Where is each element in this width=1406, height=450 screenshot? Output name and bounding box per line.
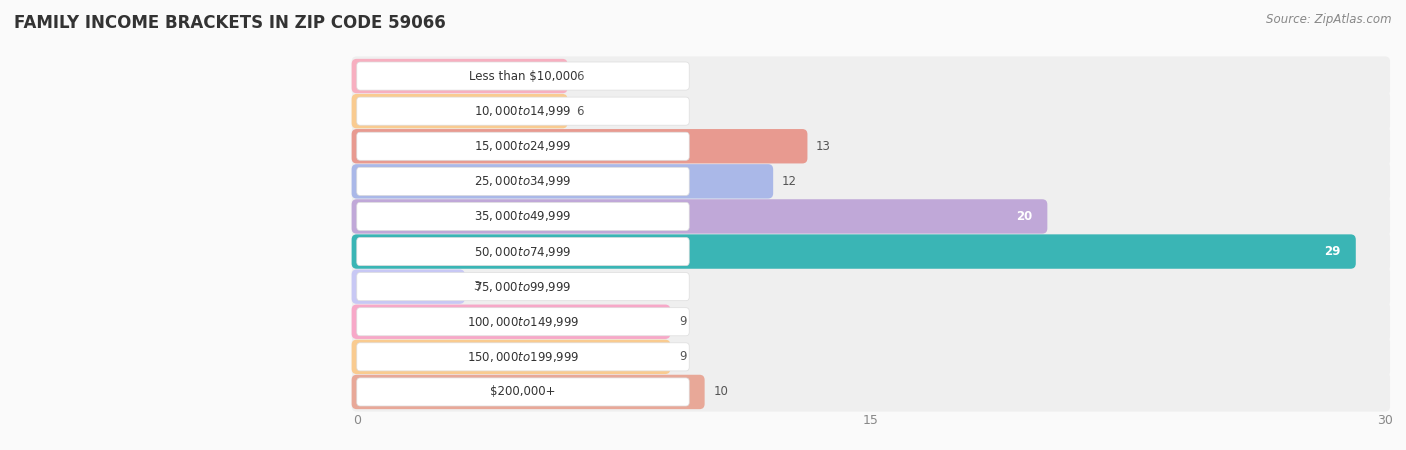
Text: $150,000 to $199,999: $150,000 to $199,999 [467, 350, 579, 364]
Text: Source: ZipAtlas.com: Source: ZipAtlas.com [1267, 14, 1392, 27]
Text: $10,000 to $14,999: $10,000 to $14,999 [474, 104, 572, 118]
FancyBboxPatch shape [352, 305, 671, 339]
FancyBboxPatch shape [352, 302, 1391, 342]
FancyBboxPatch shape [352, 94, 568, 128]
FancyBboxPatch shape [357, 132, 689, 160]
Text: 29: 29 [1324, 245, 1340, 258]
FancyBboxPatch shape [352, 56, 1391, 96]
Text: 3: 3 [474, 280, 481, 293]
Text: 12: 12 [782, 175, 797, 188]
FancyBboxPatch shape [357, 308, 689, 336]
FancyBboxPatch shape [357, 62, 689, 90]
Text: $75,000 to $99,999: $75,000 to $99,999 [474, 279, 572, 294]
Text: 20: 20 [1015, 210, 1032, 223]
FancyBboxPatch shape [352, 91, 1391, 131]
FancyBboxPatch shape [352, 199, 1047, 234]
FancyBboxPatch shape [352, 162, 1391, 201]
Text: 13: 13 [815, 140, 831, 153]
Text: $100,000 to $149,999: $100,000 to $149,999 [467, 315, 579, 329]
FancyBboxPatch shape [352, 126, 1391, 166]
FancyBboxPatch shape [352, 267, 1391, 306]
FancyBboxPatch shape [352, 340, 671, 374]
Text: 9: 9 [679, 315, 686, 328]
FancyBboxPatch shape [357, 202, 689, 230]
FancyBboxPatch shape [352, 232, 1391, 271]
Text: FAMILY INCOME BRACKETS IN ZIP CODE 59066: FAMILY INCOME BRACKETS IN ZIP CODE 59066 [14, 14, 446, 32]
FancyBboxPatch shape [357, 343, 689, 371]
Text: 9: 9 [679, 351, 686, 363]
Text: Less than $10,000: Less than $10,000 [468, 70, 578, 82]
FancyBboxPatch shape [352, 375, 704, 409]
FancyBboxPatch shape [352, 372, 1391, 412]
FancyBboxPatch shape [357, 97, 689, 125]
FancyBboxPatch shape [352, 164, 773, 198]
Text: $35,000 to $49,999: $35,000 to $49,999 [474, 209, 572, 224]
FancyBboxPatch shape [357, 167, 689, 195]
Text: $50,000 to $74,999: $50,000 to $74,999 [474, 244, 572, 259]
FancyBboxPatch shape [357, 273, 689, 301]
FancyBboxPatch shape [352, 129, 807, 163]
Text: 6: 6 [576, 105, 583, 117]
FancyBboxPatch shape [352, 270, 465, 304]
FancyBboxPatch shape [357, 378, 689, 406]
FancyBboxPatch shape [357, 238, 689, 266]
FancyBboxPatch shape [352, 337, 1391, 377]
Text: 6: 6 [576, 70, 583, 82]
Text: 10: 10 [713, 386, 728, 398]
FancyBboxPatch shape [352, 197, 1391, 236]
Text: $15,000 to $24,999: $15,000 to $24,999 [474, 139, 572, 153]
FancyBboxPatch shape [352, 59, 568, 93]
FancyBboxPatch shape [352, 234, 1355, 269]
Text: $25,000 to $34,999: $25,000 to $34,999 [474, 174, 572, 189]
Text: $200,000+: $200,000+ [491, 386, 555, 398]
